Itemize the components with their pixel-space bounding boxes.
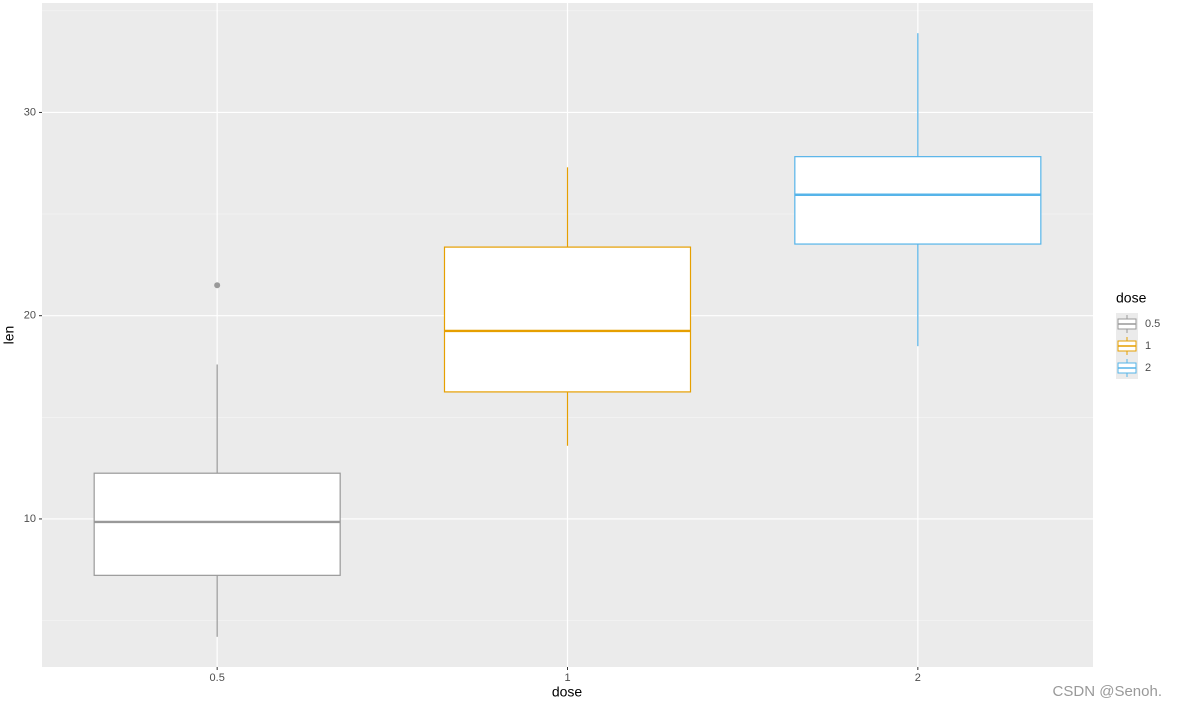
y-axis-title: len bbox=[1, 326, 17, 345]
watermark: CSDN @Senoh. bbox=[1053, 683, 1162, 700]
box bbox=[794, 156, 1042, 245]
y-tick-label: 10 bbox=[24, 513, 36, 525]
legend-label: 0.5 bbox=[1145, 318, 1160, 330]
outlier bbox=[214, 282, 221, 289]
x-tick-label: 0.5 bbox=[210, 672, 225, 684]
x-tick-label: 2 bbox=[915, 672, 921, 684]
box bbox=[443, 246, 692, 393]
x-axis-title: dose bbox=[552, 684, 583, 700]
box bbox=[93, 472, 341, 576]
legend-label: 2 bbox=[1145, 362, 1151, 374]
legend-title: dose bbox=[1116, 290, 1147, 306]
x-tick-label: 1 bbox=[564, 672, 570, 684]
legend-label: 1 bbox=[1145, 340, 1151, 352]
y-tick-label: 20 bbox=[24, 310, 36, 322]
y-tick-label: 30 bbox=[24, 106, 36, 118]
